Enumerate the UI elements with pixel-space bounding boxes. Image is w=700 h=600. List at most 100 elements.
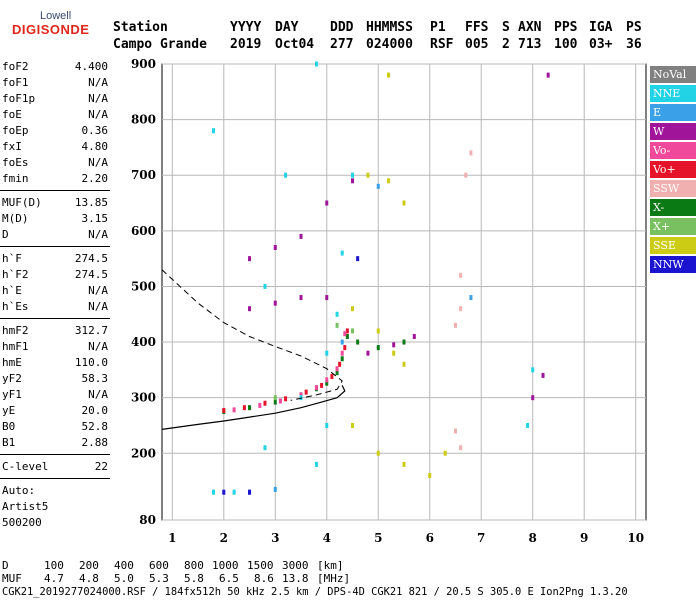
y-axis-ticks: 80 200 300 400 500 600 700 800 900 bbox=[131, 57, 156, 527]
param-value: 4.80 bbox=[81, 140, 109, 153]
echo-point bbox=[402, 339, 406, 345]
echo-point bbox=[299, 395, 303, 401]
echo-point bbox=[531, 395, 535, 401]
param-name: B1 bbox=[2, 436, 16, 449]
echo-point bbox=[459, 445, 463, 451]
param-name: C-level bbox=[2, 460, 49, 473]
echo-point bbox=[273, 245, 277, 251]
legend-item: Vo+ bbox=[650, 161, 696, 178]
echo-point bbox=[366, 350, 370, 356]
param-name: h`F2 bbox=[2, 268, 29, 281]
auto-label: Auto: bbox=[2, 484, 36, 497]
echo-point bbox=[325, 350, 329, 356]
grid bbox=[162, 63, 646, 521]
legend-item: NoVal bbox=[650, 66, 696, 83]
param-value: 110.0 bbox=[74, 356, 108, 369]
echo-point bbox=[273, 486, 277, 492]
y-tick-label: 200 bbox=[131, 446, 156, 460]
header-value-p1: RSF bbox=[430, 37, 454, 52]
footer-muf-value: 4.8 bbox=[79, 572, 99, 585]
echo-point bbox=[325, 200, 329, 206]
footer-d-unit: [km] bbox=[317, 559, 344, 572]
echo-point bbox=[376, 345, 380, 351]
param-row: foF1 N/A bbox=[2, 75, 108, 91]
divider bbox=[0, 246, 110, 247]
footer-muf-value: 5.8 bbox=[184, 572, 204, 585]
footer-d-value: 600 bbox=[149, 559, 169, 572]
logo-line1: Lowell bbox=[40, 10, 72, 22]
echo-point bbox=[546, 72, 550, 78]
header-label-ffs: FFS bbox=[465, 20, 489, 35]
footer-file-line: CGK21_2019277024000.RSF / 184fx512h 50 k… bbox=[2, 586, 628, 598]
param-name: yE bbox=[2, 404, 16, 417]
header-label-yyyy: YYYY bbox=[230, 20, 262, 35]
echo-point bbox=[284, 396, 288, 402]
param-row-clevel: C-level 22 bbox=[2, 459, 108, 475]
header-label-pps: PPS bbox=[554, 20, 578, 35]
param-name: hmE bbox=[2, 356, 22, 369]
y-tick-label: 700 bbox=[131, 168, 156, 182]
echo-point bbox=[453, 428, 457, 434]
footer-muf-value: 5.3 bbox=[149, 572, 169, 585]
param-name: M(D) bbox=[2, 212, 29, 225]
echo-point bbox=[299, 295, 303, 301]
footer-muf-value: 13.8 bbox=[282, 572, 309, 585]
header-label-station: Station bbox=[113, 20, 168, 35]
param-name: h`E bbox=[2, 284, 22, 297]
auto-artist: Artist5 bbox=[2, 500, 49, 513]
y-tick-label: 600 bbox=[131, 224, 156, 238]
param-name: MUF(D) bbox=[2, 196, 42, 209]
header-label-s: S bbox=[502, 20, 510, 35]
echo-point bbox=[273, 300, 277, 306]
echo-point bbox=[299, 392, 303, 398]
footer-d-value: 100 bbox=[44, 559, 64, 572]
echo-point bbox=[459, 306, 463, 312]
param-value: 274.5 bbox=[74, 252, 108, 265]
logo-line2: DIGISONDE bbox=[12, 22, 90, 37]
echo-points bbox=[211, 61, 550, 495]
param-value: 52.8 bbox=[81, 420, 109, 433]
echo-point bbox=[402, 361, 406, 367]
echo-point bbox=[356, 339, 360, 345]
param-value: 3.15 bbox=[81, 212, 109, 225]
echo-point bbox=[211, 489, 215, 495]
echo-point bbox=[273, 395, 277, 401]
legend-item: X+ bbox=[650, 218, 696, 235]
footer-muf-value: 8.6 bbox=[254, 572, 274, 585]
header-value-ps: 36 bbox=[626, 37, 642, 52]
param-row: fxI 4.80 bbox=[2, 139, 108, 155]
header-label-hhmmss: HHMMSS bbox=[366, 20, 413, 35]
echo-point bbox=[469, 150, 473, 156]
param-row: h`Es N/A bbox=[2, 299, 108, 315]
param-value: N/A bbox=[88, 300, 108, 313]
echo-point bbox=[325, 380, 329, 386]
header-value-ddd: 277 bbox=[330, 37, 354, 52]
echo-point bbox=[351, 328, 355, 334]
echo-point bbox=[284, 172, 288, 178]
param-row: B1 2.88 bbox=[2, 435, 108, 451]
echo-point bbox=[320, 382, 324, 388]
header-label-day: DAY bbox=[275, 20, 299, 35]
param-name: foF1 bbox=[2, 76, 29, 89]
param-value: 22 bbox=[94, 460, 108, 473]
param-name: foEp bbox=[2, 124, 29, 137]
param-value: 2.88 bbox=[81, 436, 109, 449]
header-label-axn: AXN bbox=[518, 20, 542, 35]
footer-d-value: 200 bbox=[79, 559, 99, 572]
echo-point bbox=[278, 398, 282, 404]
legend-item: X- bbox=[650, 199, 696, 216]
echo-point bbox=[325, 422, 329, 428]
echo-point bbox=[248, 256, 252, 262]
profile-curve-dashed bbox=[161, 269, 343, 401]
legend-item: NNW bbox=[650, 256, 696, 273]
header-label-iga: IGA bbox=[589, 20, 613, 35]
echo-point bbox=[531, 367, 535, 373]
echo-point bbox=[351, 172, 355, 178]
param-row: hmF2 312.7 bbox=[2, 323, 108, 339]
param-row: yE 20.0 bbox=[2, 403, 108, 419]
echo-point bbox=[526, 422, 530, 428]
legend-item: E bbox=[650, 104, 696, 121]
param-value: 20.0 bbox=[81, 404, 109, 417]
echo-point bbox=[248, 489, 252, 495]
